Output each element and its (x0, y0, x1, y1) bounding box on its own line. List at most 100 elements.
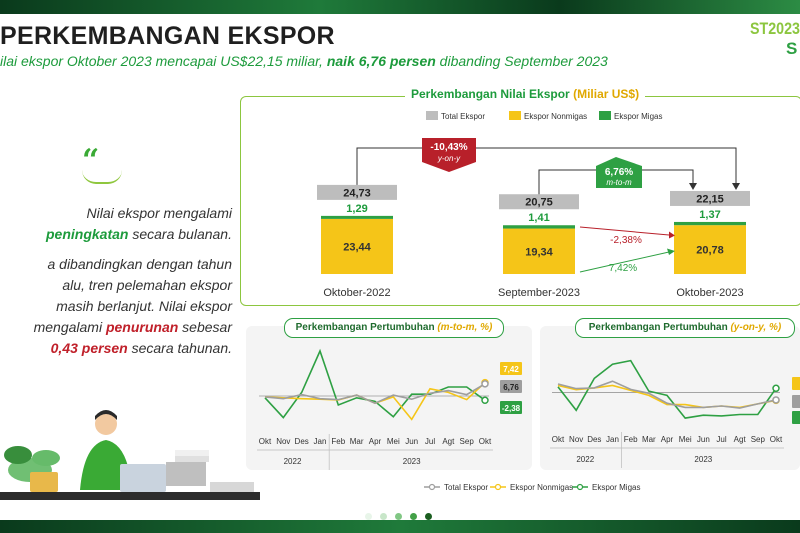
x-tick-label: Nov (569, 435, 583, 444)
x-tick-label: Des (587, 435, 601, 444)
bar-nonmigas (503, 228, 575, 274)
x-tick-label: Mei (679, 435, 692, 444)
nonmigas-change-label: 7,42% (609, 263, 637, 274)
x-tick-label: Agt (442, 437, 455, 446)
mtm-value: 6,76% (605, 167, 633, 178)
svg-text:6,76: 6,76 (503, 383, 519, 392)
slide-dots (365, 507, 440, 525)
bar-nonmigas (674, 225, 746, 274)
end-label-2: -2,38 (500, 401, 522, 414)
st2023-logo: ST2023 S (750, 19, 800, 58)
yoy-connector (356, 147, 737, 187)
line-legend-item-0: Total Ekspor (424, 483, 488, 492)
bar-legend: Total Ekspor Ekspor Nonmigas Ekspor Migas (426, 111, 662, 121)
year-label: 2023 (403, 457, 421, 466)
bar-legend-label: Ekspor Migas (614, 112, 662, 121)
series-end-marker (772, 396, 780, 404)
bar-legend-swatch (509, 111, 521, 120)
bar-marks: 23,44 1,29 24,73 Oktober-2022 19,34 1,41 20,75… (317, 184, 750, 299)
top-decor-band (0, 0, 800, 14)
svg-text:7,42: 7,42 (503, 365, 519, 374)
series-line (264, 383, 486, 405)
year-label: 2022 (576, 455, 594, 464)
end-label-0: 7,42 (500, 362, 522, 375)
bar-total-label: 24,73 (343, 187, 371, 199)
series-ekspor-migas (557, 359, 780, 419)
x-tick-label: Feb (331, 437, 345, 446)
series-line (557, 359, 777, 419)
bar-legend-swatch (426, 111, 438, 120)
bar-legend-item-0: Total Ekspor (426, 111, 485, 121)
x-tick-label: Jun (697, 435, 710, 444)
x-tick-label: Sep (751, 435, 766, 444)
bar-group-2: 20,78 1,37 22,15 Oktober-2023 (670, 190, 750, 299)
yoy-label: y-on-y (437, 154, 461, 163)
bar-nonmigas (321, 218, 393, 274)
page-subtitle: ilai ekspor Oktober 2023 mencapai US$22,… (0, 53, 608, 69)
series-ekspor-migas (264, 348, 489, 419)
x-tick-label: Okt (259, 437, 272, 446)
series-line (557, 380, 777, 409)
yoy-chart-title: Perkembangan Pertumbuhan (y-on-y, %) (575, 318, 795, 338)
svg-text:-2,38: -2,38 (502, 404, 521, 413)
bar-legend-swatch (599, 111, 611, 120)
mtm-label: m-to-m (606, 178, 632, 187)
x-tick-label: Feb (624, 435, 638, 444)
bar-chart-title: Perkembangan Nilai Ekspor (Miliar US$) (405, 87, 646, 101)
svg-text:ST2023: ST2023 (750, 19, 800, 38)
bar-legend-item-1: Ekspor Nonmigas (509, 111, 587, 121)
x-tick-label: Jan (606, 435, 619, 444)
x-tick-label: Des (295, 437, 309, 446)
line-legend-item-2: Ekspor Migas (572, 483, 640, 492)
bar-group-1: 19,34 1,41 20,75 September-2023 (498, 194, 580, 299)
x-tick-label: Jun (405, 437, 418, 446)
bar-total-box (670, 190, 750, 206)
x-tick-label: Nov (276, 437, 290, 446)
bar-migas-label: 1,29 (346, 203, 367, 215)
series-line (264, 348, 486, 419)
bar-chart: Total Ekspor Ekspor Nonmigas Ekspor Migas … (317, 111, 750, 299)
x-tick-label: Agt (734, 435, 747, 444)
summary-text: Nilai ekspor mengalami peningkatan secara… (33, 205, 232, 356)
line-legend: Total Ekspor Ekspor Nonmigas Ekspor Migas (424, 483, 640, 492)
bar-category-label: Oktober-2023 (676, 287, 743, 299)
mtm-chart-title: Perkembangan Pertumbuhan (m-to-m, %) (284, 318, 504, 338)
x-tick-label: Jan (314, 437, 327, 446)
mtm-arrowhead (689, 182, 697, 190)
bar-total-box (317, 184, 397, 200)
migas-change-arrow: -2,38% (579, 226, 675, 246)
bottom-decor-band (0, 520, 800, 533)
end-label-0: 6 (792, 377, 800, 390)
series-total-ekspor (264, 380, 489, 405)
bar-total-label: 22,15 (696, 193, 724, 205)
bar-total-box (499, 194, 579, 210)
yoy-value: -10,43% (430, 142, 467, 153)
series-end-marker (772, 384, 780, 393)
year-label: 2022 (284, 457, 302, 466)
x-tick-label: Mei (387, 437, 400, 446)
svg-text:Total Ekspor: Total Ekspor (444, 483, 488, 492)
bar-total-label: 20,75 (525, 197, 553, 209)
x-tick-label: Jul (425, 437, 435, 446)
bar-category-label: Oktober-2022 (323, 287, 390, 299)
bar-legend-label: Total Ekspor (441, 112, 485, 121)
smile-decor (82, 170, 122, 184)
end-label-1: 6,76 (500, 380, 522, 393)
bar-migas (321, 215, 393, 219)
x-tick-label: Apr (369, 437, 382, 446)
x-tick-label: Apr (661, 435, 674, 444)
x-tick-label: Okt (479, 437, 492, 446)
bar-legend-label: Ekspor Nonmigas (524, 112, 587, 121)
bar-migas (674, 221, 746, 226)
end-label-2: - (792, 411, 800, 424)
page-title: PERKEMBANGAN EKSPOR (0, 22, 335, 50)
series-total-ekspor (557, 380, 780, 409)
series-ekspor-nonmigas (264, 378, 489, 421)
bar-annotations: -10,43%y-on-y 6,76%m-to-m -2,38% 7,42% (356, 138, 740, 274)
bar-category-label: September-2023 (498, 287, 580, 299)
bar-group-0: 23,44 1,29 24,73 Oktober-2022 (317, 184, 397, 299)
bar-nonmigas-label: 20,78 (696, 245, 724, 257)
line-legend-item-1: Ekspor Nonmigas (490, 483, 573, 492)
mtm-badge: 6,76%m-to-m (596, 157, 642, 188)
nonmigas-change-arrow: 7,42% (579, 248, 675, 274)
